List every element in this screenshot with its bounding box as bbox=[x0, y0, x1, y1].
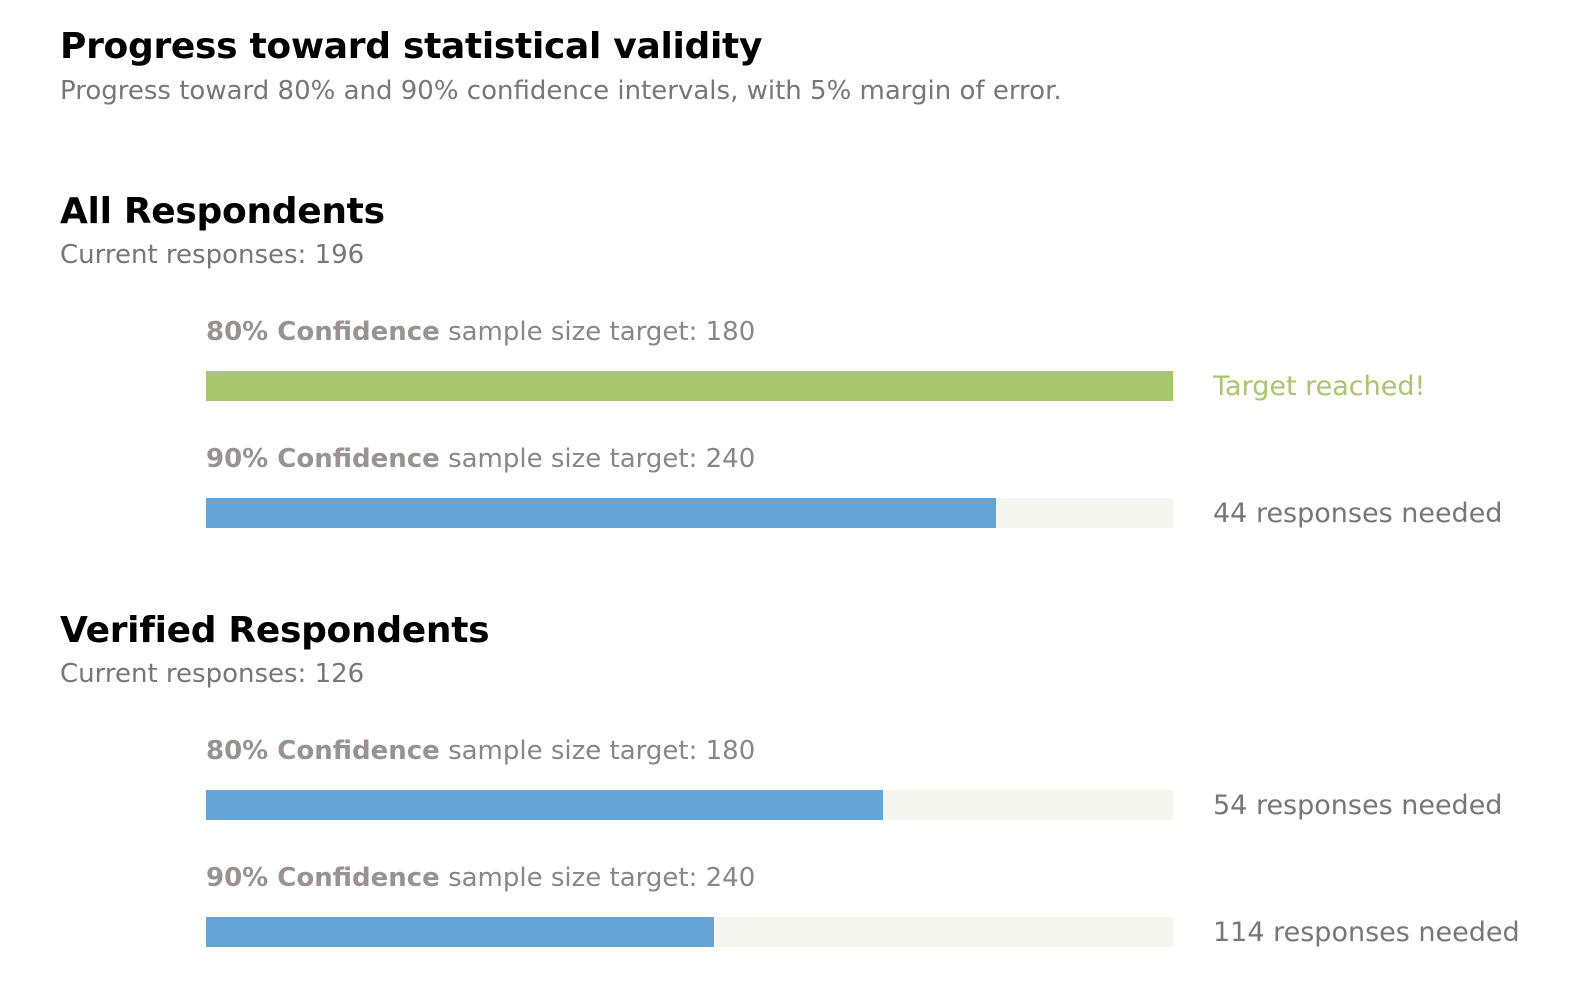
confidence-level: 90% Confidence bbox=[206, 863, 440, 893]
progress-fill bbox=[206, 371, 1173, 401]
progress-fill bbox=[206, 917, 714, 947]
page-title: Progress toward statistical validity bbox=[60, 26, 763, 67]
progress-track bbox=[206, 917, 1173, 947]
target-size: sample size target: 180 bbox=[448, 317, 756, 347]
progress-track bbox=[206, 790, 1173, 820]
confidence-level: 90% Confidence bbox=[206, 444, 440, 474]
progress-track bbox=[206, 371, 1173, 401]
progress-fill bbox=[206, 790, 883, 820]
current-responses: Current responses: 196 bbox=[60, 240, 365, 270]
target-status: 44 responses needed bbox=[1213, 498, 1503, 529]
confidence-level: 80% Confidence bbox=[206, 736, 440, 766]
target-status: Target reached! bbox=[1213, 371, 1426, 402]
target-size: sample size target: 240 bbox=[448, 444, 756, 474]
current-responses: Current responses: 126 bbox=[60, 659, 365, 689]
target-label: 80% Confidence sample size target: 180 bbox=[206, 736, 755, 766]
target-label: 90% Confidence sample size target: 240 bbox=[206, 444, 755, 474]
target-size: sample size target: 240 bbox=[448, 863, 756, 893]
confidence-level: 80% Confidence bbox=[206, 317, 440, 347]
target-status: 54 responses needed bbox=[1213, 790, 1503, 821]
progress-fill bbox=[206, 498, 996, 528]
target-size: sample size target: 180 bbox=[448, 736, 756, 766]
target-label: 80% Confidence sample size target: 180 bbox=[206, 317, 755, 347]
group-title: Verified Respondents bbox=[60, 610, 490, 651]
page-subtitle: Progress toward 80% and 90% confidence i… bbox=[60, 76, 1062, 106]
group-title: All Respondents bbox=[60, 191, 385, 232]
target-status: 114 responses needed bbox=[1213, 917, 1520, 948]
target-label: 90% Confidence sample size target: 240 bbox=[206, 863, 755, 893]
progress-track bbox=[206, 498, 1173, 528]
